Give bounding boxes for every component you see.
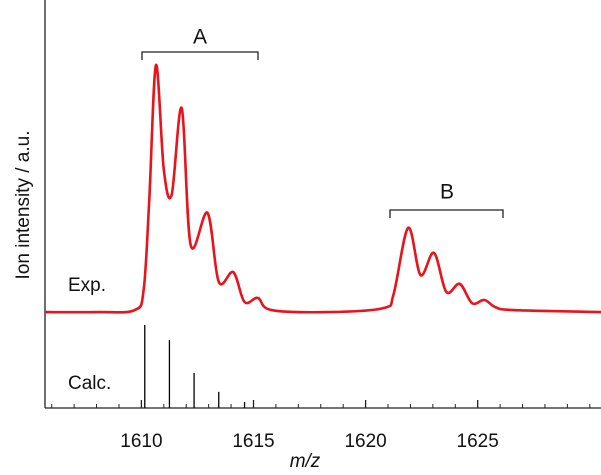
spectrum-line xyxy=(44,63,601,314)
x-tick-label: 1615 xyxy=(232,431,274,452)
legend-label: Exp. xyxy=(68,275,106,296)
x-tick-label: 1625 xyxy=(457,431,499,452)
bracket xyxy=(389,209,504,218)
x-axis-label: m/z xyxy=(290,451,321,472)
bracket xyxy=(141,51,259,60)
x-tick-label: 1610 xyxy=(120,431,162,452)
x-tick-label: 1620 xyxy=(344,431,386,452)
annotation: B xyxy=(440,181,454,204)
legend-label: Calc. xyxy=(68,373,111,394)
annotation: A xyxy=(193,26,207,49)
y-axis-label: Ion intensity / a.u. xyxy=(13,131,34,280)
